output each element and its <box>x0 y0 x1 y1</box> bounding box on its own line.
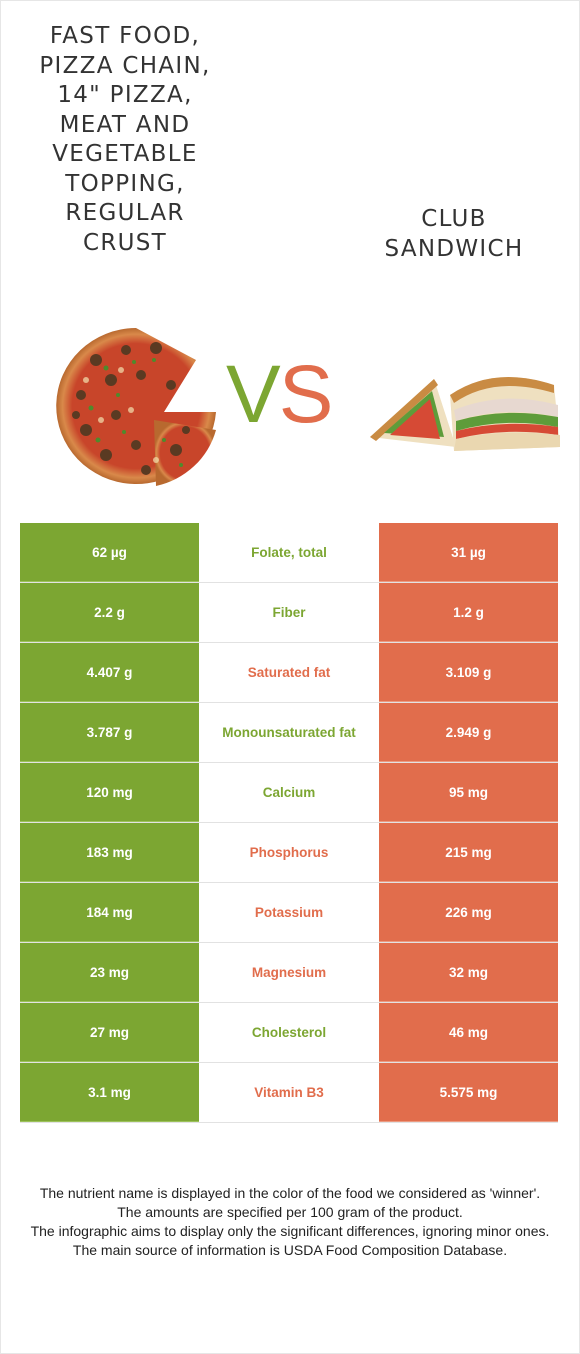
right-value: 32 mg <box>379 943 558 1002</box>
note-amounts: The amounts are specified per 100 gram o… <box>117 1204 463 1220</box>
pizza-image <box>56 328 217 486</box>
nutrient-name: Folate, total <box>199 523 379 582</box>
left-value: 120 mg <box>20 763 199 822</box>
footnotes: The nutrient name is displayed in the co… <box>20 1184 560 1260</box>
table-row: 23 mg Magnesium 32 mg <box>20 943 558 1003</box>
table-row: 120 mg Calcium 95 mg <box>20 763 558 823</box>
left-value: 3.787 g <box>20 703 199 762</box>
nutrient-name: Monounsaturated fat <box>199 703 379 762</box>
right-value: 2.949 g <box>379 703 558 762</box>
right-value: 1.2 g <box>379 583 558 642</box>
table-row: 183 mg Phosphorus 215 mg <box>20 823 558 883</box>
left-value: 184 mg <box>20 883 199 942</box>
right-value: 3.109 g <box>379 643 558 702</box>
table-row: 62 µg Folate, total 31 µg <box>20 523 558 583</box>
nutrient-name: Magnesium <box>199 943 379 1002</box>
left-value: 27 mg <box>20 1003 199 1062</box>
right-value: 5.575 mg <box>379 1063 558 1122</box>
table-row: 184 mg Potassium 226 mg <box>20 883 558 943</box>
right-value: 215 mg <box>379 823 558 882</box>
note-source: The main source of information is USDA F… <box>72 1242 508 1258</box>
left-value: 62 µg <box>20 523 199 582</box>
nutrient-name: Potassium <box>199 883 379 942</box>
nutrient-name: Cholesterol <box>199 1003 379 1062</box>
table-row: 27 mg Cholesterol 46 mg <box>20 1003 558 1063</box>
table-row: 3.787 g Monounsaturated fat 2.949 g <box>20 703 558 763</box>
vs-v: V <box>226 349 281 440</box>
left-value: 4.407 g <box>20 643 199 702</box>
vs-s: S <box>278 349 334 440</box>
right-value: 95 mg <box>379 763 558 822</box>
right-value: 31 µg <box>379 523 558 582</box>
vs-label: VS <box>226 349 334 440</box>
right-value: 46 mg <box>379 1003 558 1062</box>
note-winner: The nutrient name is displayed in the co… <box>39 1185 541 1201</box>
nutrient-name: Fiber <box>199 583 379 642</box>
left-food-title: FAST FOOD, PIZZA CHAIN, 14" PIZZA, MEAT … <box>39 23 211 256</box>
nutrient-name: Phosphorus <box>199 823 379 882</box>
nutrient-name: Calcium <box>199 763 379 822</box>
nutrient-name: Saturated fat <box>199 643 379 702</box>
left-value: 2.2 g <box>20 583 199 642</box>
left-value: 23 mg <box>20 943 199 1002</box>
table-row: 2.2 g Fiber 1.2 g <box>20 583 558 643</box>
note-differences: The infographic aims to display only the… <box>30 1223 550 1239</box>
right-food-title: CLUB SANDWICH <box>384 206 524 262</box>
right-value: 226 mg <box>379 883 558 942</box>
table-row: 4.407 g Saturated fat 3.109 g <box>20 643 558 703</box>
left-value: 183 mg <box>20 823 199 882</box>
left-value: 3.1 mg <box>20 1063 199 1122</box>
table-row: 3.1 mg Vitamin B3 5.575 mg <box>20 1063 558 1123</box>
nutrient-name: Vitamin B3 <box>199 1063 379 1122</box>
comparison-table: 62 µg Folate, total 31 µg 2.2 g Fiber 1.2 g 4.… <box>20 523 558 1123</box>
sandwich-image <box>370 377 560 451</box>
